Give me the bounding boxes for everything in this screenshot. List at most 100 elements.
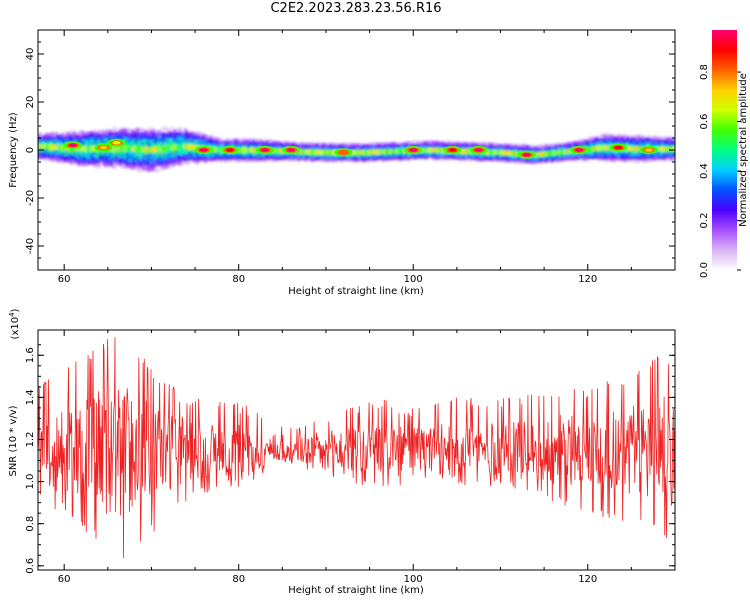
heatmap-cell: [104, 158, 108, 162]
heatmap-cell: [273, 154, 277, 157]
heatmap-cell: [369, 144, 373, 148]
heatmap-cell: [160, 133, 164, 137]
heatmap-cell: [394, 155, 398, 158]
heatmap-cell: [130, 138, 134, 142]
heatmap-cell: [292, 141, 296, 145]
heatmap-cell: [152, 164, 156, 167]
heatmap-cell: [383, 145, 387, 149]
heatmap-cell: [86, 139, 90, 143]
heatmap-cell: [275, 158, 279, 162]
heatmap-cell: [248, 153, 252, 157]
heatmap-cell: [179, 140, 183, 144]
heatmap-cell: [399, 143, 403, 147]
heatmap-cell: [234, 142, 238, 146]
heatmap-cell: [269, 155, 272, 158]
heatmap-cell: [179, 156, 183, 160]
heatmap-cell: [366, 155, 370, 159]
heatmap-cell: [179, 127, 183, 131]
heatmap-cell: [267, 153, 271, 157]
heatmap-cell: [322, 154, 326, 158]
heatmap-cell: [152, 160, 156, 163]
heatmap-cell: [211, 140, 214, 144]
heatmap-cell: [170, 135, 174, 139]
heatmap-cell: [220, 145, 224, 149]
heatmap-cell: [203, 157, 206, 160]
heatmap-cell: [149, 137, 153, 141]
heatmap-cell: [110, 163, 114, 167]
heatmap-cell: [346, 154, 349, 158]
heatmap-cell: [148, 153, 152, 156]
heatmap-cell: [42, 148, 46, 152]
heatmap-cell: [375, 155, 379, 159]
heatmap-cell: [281, 145, 285, 149]
heatmap-cell: [212, 157, 216, 161]
heatmap-cell: [251, 138, 255, 142]
heatmap-cell: [174, 149, 178, 153]
heatmap-cell: [130, 167, 134, 170]
heatmap-cell: [112, 151, 115, 155]
heatmap-cell: [303, 141, 307, 145]
heatmap-cell: [145, 136, 148, 140]
heatmap-cell: [364, 158, 368, 162]
heatmap-cell: [115, 149, 119, 152]
heatmap-cell: [167, 134, 170, 138]
heatmap-cell: [374, 156, 378, 160]
heatmap-cell: [363, 146, 367, 150]
heatmap-cell: [380, 155, 384, 159]
heatmap-cell: [178, 158, 181, 162]
heatmap-cell: [151, 163, 155, 167]
heatmap-cell: [148, 142, 152, 146]
heatmap-cell: [58, 158, 62, 161]
heatmap-cell: [201, 134, 205, 138]
heatmap-cell: [148, 132, 152, 136]
heatmap-cell: [324, 143, 327, 146]
heatmap-cell: [113, 130, 117, 134]
heatmap-cell: [152, 129, 156, 133]
heatmap-cell: [190, 133, 194, 137]
heatmap-cell: [129, 163, 133, 167]
heatmap-cell: [140, 140, 144, 144]
heatmap-cell: [148, 138, 152, 142]
heatmap-cell: [116, 135, 120, 139]
heatmap-cell: [174, 132, 178, 136]
heatmap-cell: [91, 142, 95, 145]
heatmap-cell: [118, 135, 122, 138]
heatmap-cell: [47, 151, 51, 154]
heatmap-cell: [99, 155, 103, 159]
heatmap-cell: [97, 156, 101, 160]
heatmap-cell: [149, 133, 153, 137]
heatmap-cell: [66, 138, 70, 142]
heatmap-cell: [90, 142, 93, 146]
heatmap-cell: [182, 142, 186, 145]
heatmap-cell: [299, 141, 302, 145]
heatmap-cell: [85, 163, 89, 166]
heatmap-cell: [118, 149, 122, 152]
heatmap-cell: [113, 166, 117, 169]
heatmap-cell: [53, 132, 57, 136]
heatmap-cell: [55, 136, 59, 140]
heatmap-cell: [259, 140, 263, 144]
heatmap-cell: [91, 138, 95, 142]
heatmap-cell: [250, 138, 254, 142]
heatmap-cell: [225, 144, 228, 148]
heatmap-cell: [38, 135, 42, 139]
heatmap-cell: [297, 156, 301, 160]
heatmap-cell: [157, 150, 161, 154]
heatmap-cell: [47, 135, 51, 138]
heatmap-cell: [192, 132, 195, 135]
heatmap-cell: [297, 157, 301, 161]
heatmap-cell: [394, 153, 398, 157]
heatmap-cell: [74, 155, 78, 159]
heatmap-cell: [393, 144, 397, 148]
heatmap-cell: [94, 149, 98, 153]
heatmap-cell: [115, 153, 119, 157]
heatmap-cell: [167, 162, 170, 166]
heatmap-cell: [72, 151, 76, 155]
heatmap-cell: [152, 162, 156, 165]
heatmap-cell: [211, 138, 214, 142]
heatmap-cell: [53, 139, 57, 143]
heatmap-cell: [113, 153, 117, 157]
heatmap-cell: [211, 158, 214, 161]
heatmap-cell: [269, 142, 272, 146]
heatmap-cell: [179, 150, 183, 154]
